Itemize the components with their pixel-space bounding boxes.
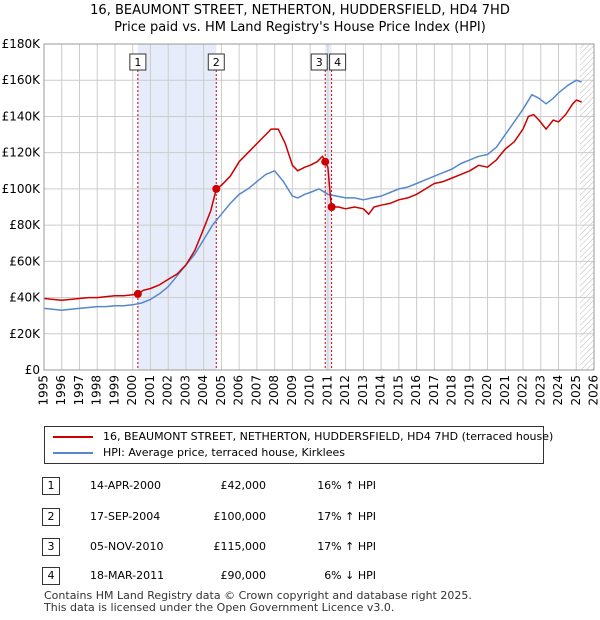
transaction-row: 3 05-NOV-2010 £115,000 17% ↑ HPI: [0, 538, 600, 558]
transaction-number: 3: [42, 538, 60, 556]
sale-number-box: [310, 53, 328, 71]
legend: 16, BEAUMONT STREET, NETHERTON, HUDDERSF…: [44, 426, 553, 464]
sale-number-box: [329, 53, 347, 71]
x-tick-label: 2023: [533, 375, 547, 406]
transaction-number: 1: [42, 477, 60, 495]
x-tick-label: 2021: [498, 375, 512, 406]
sale-point: [212, 184, 221, 193]
x-tick-label: 2000: [125, 375, 139, 406]
transaction-hpi-change: 17% ↑ HPI: [317, 510, 376, 523]
transaction-date: 05-NOV-2010: [90, 540, 164, 553]
x-tick-label: 1999: [107, 375, 121, 406]
x-tick-label: 2003: [178, 375, 192, 406]
sale-number-label: 2: [213, 56, 220, 69]
y-tick-label: £160K: [2, 73, 42, 87]
x-tick-label: 2014: [374, 375, 388, 406]
property-line-swatch: [53, 436, 93, 438]
plot-area: [44, 44, 594, 370]
x-tick-label: 2017: [427, 375, 441, 406]
sale-point: [327, 203, 336, 211]
transaction-price: £90,000: [220, 569, 267, 582]
x-tick-label: 1997: [72, 375, 86, 406]
x-tick-label: 1998: [90, 375, 104, 406]
x-tick-label: 2011: [320, 375, 334, 406]
transaction-hpi-change: 17% ↑ HPI: [317, 540, 376, 553]
x-tick-label: 2008: [267, 375, 281, 406]
y-tick-label: £100K: [2, 182, 42, 196]
transaction-hpi-change: 16% ↑ HPI: [317, 479, 376, 492]
x-tick-label: 2012: [338, 375, 352, 406]
x-tick-label: 2005: [214, 375, 228, 406]
chart-title: 16, BEAUMONT STREET, NETHERTON, HUDDERSF…: [90, 3, 510, 18]
transaction-date: 14-APR-2000: [90, 479, 162, 492]
forecast-hatch: [579, 44, 594, 370]
transaction-row: 2 17-SEP-2004 £100,000 17% ↑ HPI: [0, 508, 600, 528]
transaction-price: £42,000: [220, 479, 267, 492]
transaction-price: £100,000: [213, 510, 267, 523]
x-tick-label: 1996: [54, 375, 68, 406]
x-tick-label: 2019: [462, 375, 476, 406]
sale-number-label: 4: [334, 56, 341, 69]
sale-period-shade: [137, 44, 217, 370]
x-tick-label: 2009: [285, 375, 299, 406]
transaction-hpi-change: 6% ↓ HPI: [324, 569, 376, 582]
footer-licence: This data is licensed under the Open Gov…: [44, 601, 395, 614]
x-tick-label: 2007: [249, 375, 263, 406]
transaction-number: 2: [42, 508, 60, 526]
x-tick-label: 2022: [516, 375, 530, 406]
x-tick-label: 2025: [569, 375, 583, 406]
sale-number-box: [129, 53, 147, 71]
transaction-row: 1 14-APR-2000 £42,000 16% ↑ HPI: [0, 477, 600, 497]
x-tick-label: 2013: [356, 375, 370, 406]
legend-hpi-label: HPI: Average price, terraced house, Kirk…: [103, 446, 346, 459]
legend-property-label: 16, BEAUMONT STREET, NETHERTON, HUDDERSF…: [103, 430, 554, 443]
x-tick-label: 2006: [232, 375, 246, 406]
x-tick-label: 2015: [391, 375, 405, 406]
x-tick-label: 2020: [480, 375, 494, 406]
plot-border: [43, 43, 595, 371]
x-tick-label: 2026: [587, 375, 600, 406]
sale-number-box: [207, 53, 225, 71]
sale-point: [321, 157, 330, 166]
x-tick-label: 2001: [143, 375, 157, 406]
sale-number-label: 3: [316, 56, 323, 69]
x-tick-label: 2024: [551, 375, 565, 406]
sale-point: [133, 289, 142, 298]
transaction-price: £115,000: [213, 540, 267, 553]
footer-copyright: Contains HM Land Registry data © Crown c…: [44, 589, 472, 602]
sale-number-label: 1: [134, 56, 141, 69]
y-tick-label: £120K: [2, 146, 42, 160]
hpi-line-swatch: [53, 452, 93, 454]
transaction-date: 18-MAR-2011: [90, 569, 165, 582]
x-tick-label: 2018: [445, 375, 459, 406]
x-tick-label: 2002: [161, 375, 175, 406]
y-tick-label: £40K: [9, 291, 41, 305]
x-tick-label: 2004: [196, 375, 210, 406]
hpi-series-line: [43, 79, 582, 311]
footer: Contains HM Land Registry data © Crown c…: [44, 590, 472, 614]
y-tick-label: £0: [25, 363, 40, 377]
transaction-date: 17-SEP-2004: [90, 510, 161, 523]
price-chart: £0 £20K £40K £60K £80K £100K £120K £140K £160K £1…: [2, 37, 600, 406]
x-tick-label: 2010: [303, 375, 317, 406]
chart-subtitle: Price paid vs. HM Land Registry's House …: [114, 20, 486, 35]
y-tick-label: £180K: [2, 37, 42, 51]
x-tick-label: 1995: [37, 375, 51, 406]
transaction-row: 4 18-MAR-2011 £90,000 6% ↓ HPI: [0, 567, 600, 587]
transaction-number: 4: [42, 567, 60, 585]
y-tick-label: £60K: [9, 254, 41, 268]
y-tick-label: £20K: [9, 327, 41, 341]
x-tick-label: 2016: [409, 375, 423, 406]
y-tick-label: £140K: [2, 109, 42, 123]
y-tick-label: £80K: [9, 218, 41, 232]
